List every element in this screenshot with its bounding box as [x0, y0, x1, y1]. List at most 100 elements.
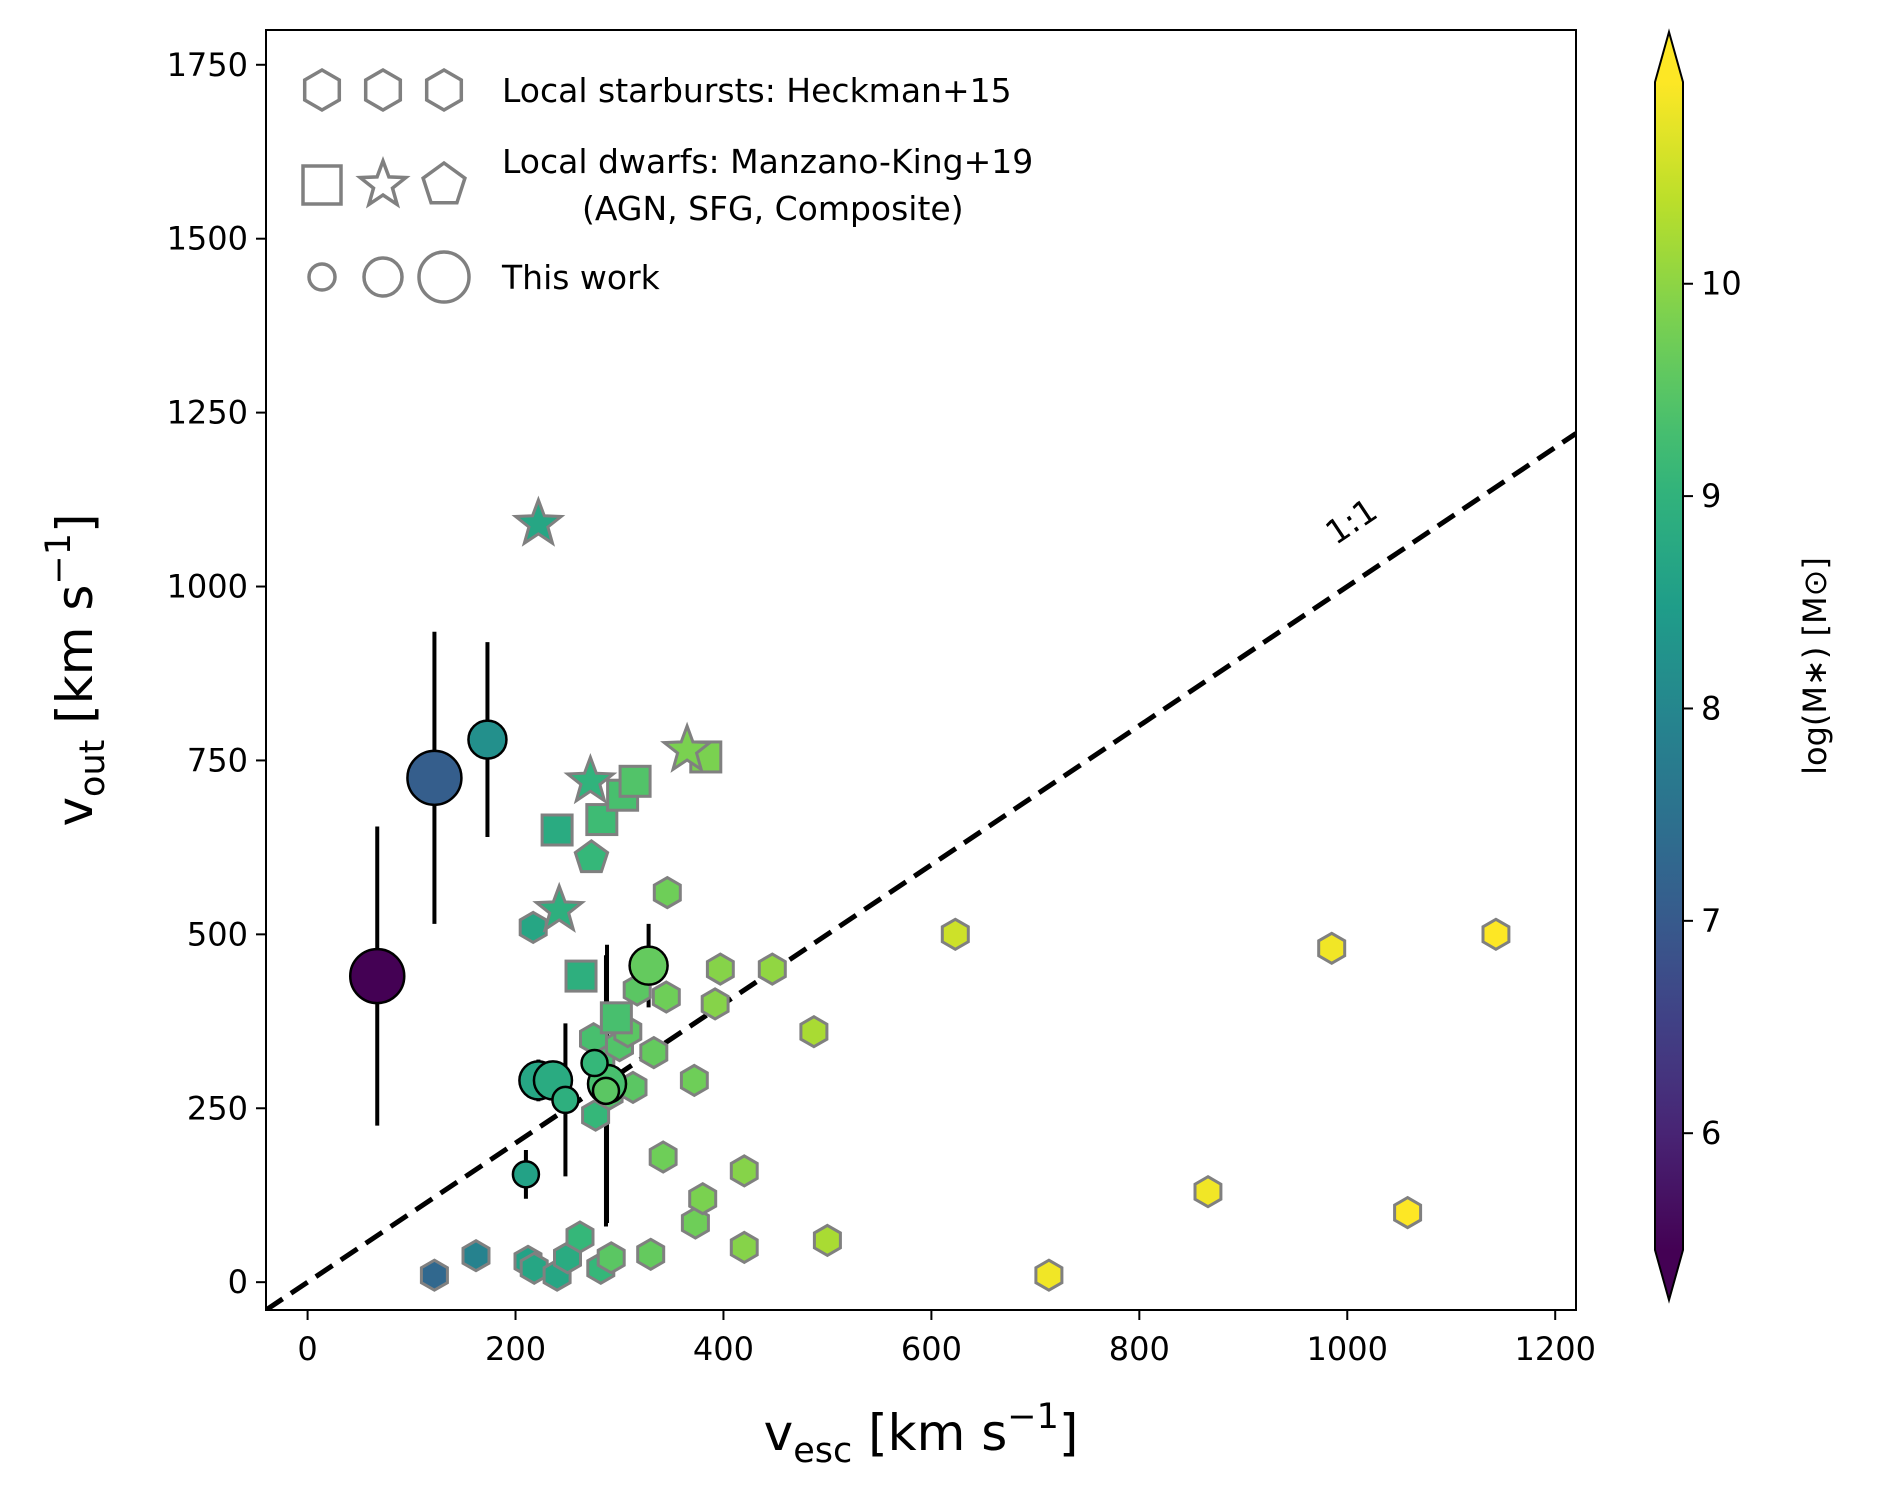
hexagon-marker	[651, 980, 681, 1014]
hexagon-marker	[940, 917, 970, 952]
legend-label-secondary: (AGN, SFG, Composite)	[582, 189, 964, 228]
hexagon-marker	[812, 1223, 842, 1258]
hexagon-marker	[729, 1230, 759, 1265]
y-axis-title-sub: out	[73, 740, 113, 797]
hexagon-marker	[648, 1140, 678, 1174]
legend-circle-small-icon	[307, 262, 337, 292]
hexagon-marker	[419, 1258, 449, 1292]
colorbar: 6 7 8 9 10	[1654, 28, 1742, 1304]
x-tick-label: 600	[901, 1330, 962, 1368]
star-marker	[511, 495, 566, 547]
circle-marker	[551, 1085, 580, 1115]
hexagon-marker	[636, 1237, 666, 1272]
legend-label: Local starbursts: Heckman+15	[502, 71, 1012, 110]
hexagon-marker	[705, 952, 735, 986]
y-axis-title-close: ]	[46, 513, 104, 533]
pentagon-marker	[573, 838, 610, 874]
hexagon-marker	[1393, 1195, 1423, 1230]
circle-marker	[580, 1048, 609, 1078]
circle-marker	[511, 1160, 541, 1189]
x-tick-label: 400	[693, 1330, 754, 1368]
circle-marker	[591, 1076, 621, 1106]
x-axis-title-units: [km s	[852, 1404, 1007, 1462]
y-axis-title-units: [km s	[46, 585, 104, 740]
x-axis-title-sup: −1	[1007, 1397, 1059, 1437]
star-marker	[532, 881, 587, 933]
axes-group: 0 200 400 600 800 1000 1200 0 250 500 750 1000 1250 1…	[167, 29, 1596, 1368]
y-tick-label: 500	[187, 915, 248, 953]
hexagon-marker	[596, 1241, 626, 1275]
star-marker	[563, 752, 618, 805]
x-tick-label: 800	[1109, 1330, 1170, 1368]
legend: Local starbursts: Heckman+15 Local dwarfs…	[301, 67, 1033, 304]
hexagon-marker	[652, 875, 682, 910]
colorbar-tick-label: 7	[1701, 902, 1721, 940]
hexagon-marker	[1317, 931, 1347, 966]
colorbar-tick-label: 8	[1701, 689, 1721, 727]
y-tick-label: 1000	[167, 568, 248, 606]
data-marker-group	[348, 495, 1511, 1292]
y-tick-label: 1250	[167, 394, 248, 432]
colorbar-outline	[1654, 28, 1684, 1304]
colorbar-extend-max	[1655, 32, 1683, 82]
colorbar-tick-label: 9	[1701, 477, 1721, 515]
legend-hexagon-icon	[302, 67, 342, 113]
circle-marker	[628, 945, 669, 986]
hexagon-marker	[680, 1206, 710, 1240]
x-tick-label: 1000	[1307, 1330, 1388, 1368]
colorbar-tick-label: 6	[1701, 1114, 1721, 1152]
x-tick-label: 200	[485, 1330, 546, 1368]
hexagon-marker	[1481, 917, 1511, 952]
circle-marker	[467, 719, 508, 760]
y-tick-label: 1500	[167, 220, 248, 258]
hexagon-marker	[729, 1154, 759, 1188]
hexagon-marker	[688, 1181, 718, 1216]
circle-marker	[406, 749, 463, 807]
x-axis-title-close: ]	[1059, 1404, 1079, 1462]
legend-circle-medium-icon	[362, 256, 404, 298]
x-axis-title-sub: esc	[793, 1431, 852, 1471]
colorbar-title: log(M∗) [M⊙]	[1796, 557, 1834, 775]
legend-label: This work	[501, 258, 661, 297]
hexagon-marker	[461, 1238, 491, 1273]
legend-label: Local dwarfs: Manzano-King+19	[502, 142, 1033, 181]
legend-circle-large-icon	[417, 250, 471, 304]
x-axis-title-base: v	[764, 1404, 794, 1462]
hexagon-marker	[565, 1220, 595, 1254]
legend-hexagon-icon	[424, 67, 464, 113]
legend-square-icon	[301, 164, 343, 206]
legend-hexagon-icon	[363, 67, 403, 113]
hexagon-marker	[639, 1035, 669, 1070]
y-tick-label: 0	[228, 1263, 248, 1301]
hexagon-marker	[1193, 1174, 1223, 1209]
y-tick-label: 1750	[167, 46, 248, 84]
square-marker	[564, 959, 598, 993]
plot-border	[265, 29, 1577, 1311]
y-tick-label: 250	[187, 1089, 248, 1127]
hexagon-marker	[679, 1063, 709, 1098]
square-marker	[618, 764, 652, 798]
x-tick-label: 0	[297, 1330, 317, 1368]
one-to-one-line	[266, 431, 1576, 1310]
hexagon-marker	[518, 910, 548, 945]
plot-area	[266, 30, 1576, 1310]
square-marker	[599, 1001, 633, 1035]
hexagon-marker	[799, 1014, 829, 1049]
plot-background	[266, 30, 1576, 1310]
colorbar-extend-min	[1655, 1250, 1683, 1300]
circle-marker	[348, 947, 406, 1005]
legend-star-icon	[355, 155, 411, 209]
square-marker	[540, 813, 574, 847]
y-axis-title-sup: −1	[39, 533, 79, 585]
hexagon-marker	[757, 952, 787, 986]
y-axis-title: vout [km s−1]	[39, 513, 113, 826]
hexagon-marker	[700, 987, 730, 1021]
one-to-one-line-group	[266, 431, 1576, 1310]
hexagon-marker	[1034, 1258, 1064, 1292]
y-axis-title-base: v	[46, 797, 104, 827]
y-tick-label: 750	[187, 741, 248, 779]
x-axis-title: vesc [km s−1]	[764, 1397, 1079, 1471]
colorbar-tick-label: 10	[1701, 265, 1742, 303]
x-tick-label: 1200	[1514, 1330, 1595, 1368]
